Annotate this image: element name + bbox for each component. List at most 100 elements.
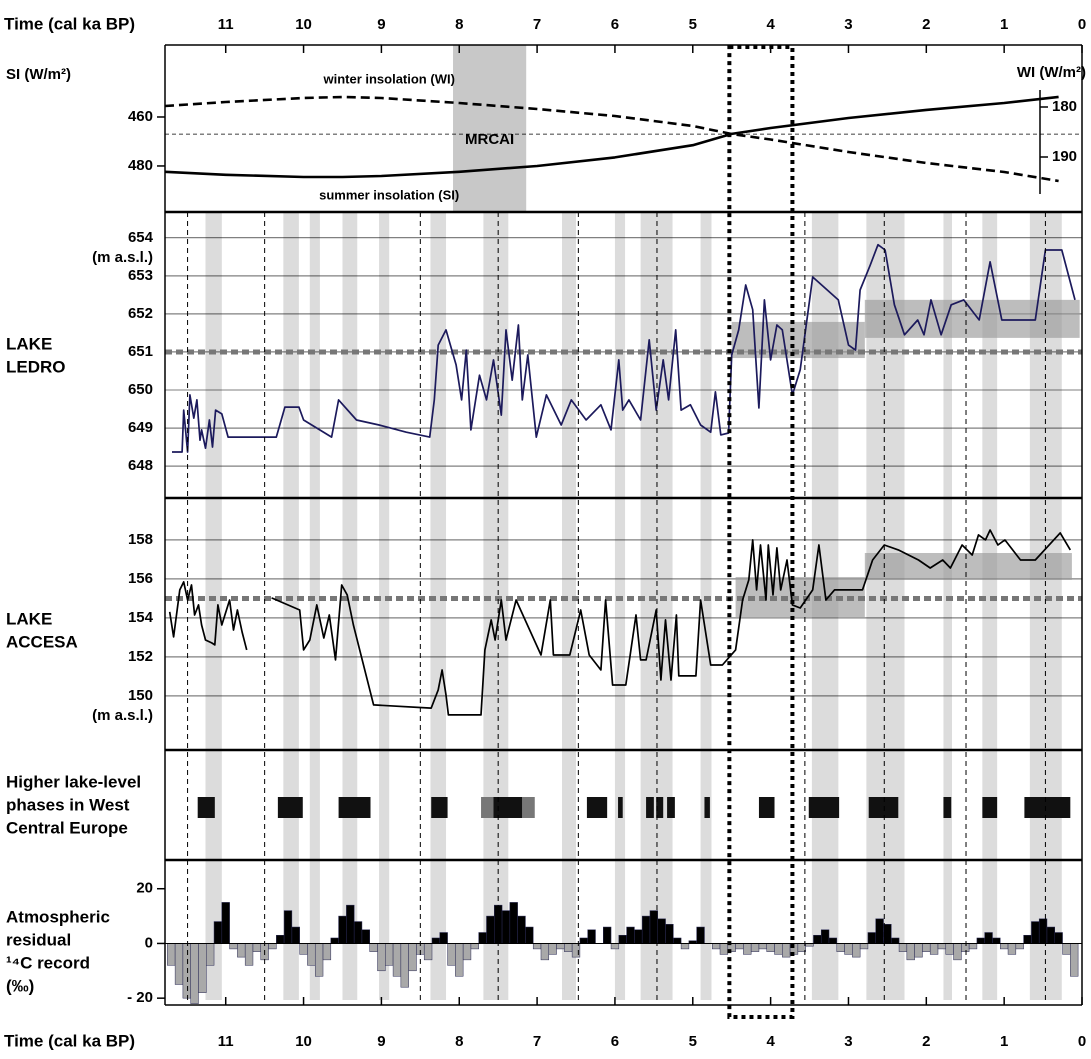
- lake-level-band: [614, 212, 626, 1000]
- y-tick-label: 0: [145, 934, 153, 951]
- residual-bar: [385, 943, 394, 966]
- residual-bar: [961, 943, 970, 952]
- dotted-box: [727, 45, 795, 1019]
- lake-level-band: [379, 212, 390, 1000]
- y-tick-label: 152: [128, 648, 153, 665]
- lake-level-band: [483, 212, 509, 1000]
- residual-bar: [462, 943, 472, 961]
- x-tick-label: 9: [377, 16, 385, 33]
- y-tick-label: 648: [128, 457, 153, 474]
- residual-bar: [182, 943, 191, 999]
- y-tick-label: 150: [128, 687, 153, 704]
- residual-bar: [291, 926, 300, 944]
- x-tick-label: 9: [377, 1033, 385, 1050]
- residual-bar: [392, 943, 402, 977]
- residual-bar: [766, 943, 775, 952]
- residual-bar: [252, 943, 261, 952]
- phase-bar: [868, 797, 899, 818]
- phase-bar: [656, 797, 664, 818]
- x-tick-label: 1: [1000, 1033, 1008, 1050]
- phase-bar: [586, 797, 608, 818]
- residual-bar: [486, 915, 495, 944]
- phase-bar: [1024, 797, 1071, 818]
- phase-bar: [493, 797, 523, 818]
- residual-bar: [307, 943, 316, 966]
- x-tick-label: 8: [455, 16, 463, 33]
- y-axis-label: SI (W/m²): [6, 66, 71, 83]
- lake-level-band: [866, 212, 905, 1000]
- level-range: [864, 553, 1072, 580]
- residual-bar: [587, 929, 596, 944]
- residual-bar: [369, 943, 378, 952]
- residual-bar: [844, 943, 853, 955]
- phase-bar: [277, 797, 303, 818]
- residual-bar: [439, 932, 448, 944]
- residual-bar: [992, 937, 1001, 944]
- residual-bar: [953, 943, 962, 961]
- y-tick-label: 154: [128, 609, 154, 626]
- data-line: [164, 95, 1059, 183]
- residual-bar: [968, 943, 978, 950]
- residual-bar: [1038, 918, 1048, 944]
- residual-bar: [673, 937, 682, 944]
- residual-bar: [774, 943, 783, 955]
- panel-label: ¹⁴C record: [6, 953, 90, 972]
- residual-bar: [1046, 926, 1056, 944]
- residual-bar: [657, 918, 666, 944]
- residual-bar: [167, 943, 176, 966]
- x-tick-label: 3: [844, 1033, 852, 1050]
- residual-bar: [1023, 934, 1032, 944]
- x-tick-label: 5: [689, 1033, 697, 1050]
- x-tick-label: 11: [218, 1033, 234, 1050]
- residual-bar: [447, 943, 456, 966]
- x-tick-label: 11: [218, 16, 234, 33]
- residual-bar: [548, 943, 557, 955]
- residual-bar: [455, 943, 464, 977]
- level-range: [864, 299, 1080, 338]
- x-tick-label: 3: [844, 16, 852, 33]
- lake-level-band: [1029, 212, 1062, 1000]
- phase-bar: [808, 797, 840, 818]
- residual-bar: [976, 937, 985, 944]
- phase-bar: [431, 797, 448, 818]
- phase-bar: [646, 797, 654, 818]
- x-tick-label: 7: [533, 16, 541, 33]
- residual-bar: [361, 929, 370, 944]
- y2-tick-label: 180: [1052, 98, 1077, 115]
- x-tick-label: 6: [611, 16, 619, 33]
- highlight-label: MRCAI: [465, 131, 514, 148]
- residual-bar: [206, 943, 215, 966]
- x-tick-label: 0: [1078, 16, 1086, 33]
- x-tick-label: 8: [455, 1033, 463, 1050]
- residual-bar: [283, 910, 293, 944]
- residual-bar: [330, 937, 339, 944]
- residual-bar: [898, 943, 908, 952]
- residual-bar: [680, 943, 690, 950]
- panel-label: residual: [6, 930, 71, 949]
- residual-bar: [338, 915, 347, 944]
- residual-bar: [820, 929, 830, 944]
- residual-bar: [836, 943, 845, 952]
- residual-bar: [314, 943, 324, 977]
- phase-bar: [982, 797, 998, 818]
- residual-bar: [984, 932, 993, 944]
- residual-bar: [1000, 943, 1009, 950]
- lake-level-band: [640, 212, 673, 1000]
- y-tick-label: 653: [128, 267, 153, 284]
- panel-label: phases in West: [6, 795, 130, 814]
- residual-bar: [641, 915, 651, 944]
- y-tick-label: 651: [128, 343, 153, 360]
- residual-bar: [719, 943, 729, 955]
- y-tick-label: 654: [128, 229, 154, 246]
- x-tick-label: 7: [533, 1033, 541, 1050]
- residual-bar: [665, 924, 674, 944]
- phase-bar: [338, 797, 371, 818]
- residual-bar: [813, 934, 822, 944]
- y-tick-label: 20: [136, 880, 153, 897]
- residual-bar: [229, 943, 238, 950]
- x-tick-label: 0: [1078, 1033, 1086, 1050]
- lake-level-band: [562, 212, 577, 1000]
